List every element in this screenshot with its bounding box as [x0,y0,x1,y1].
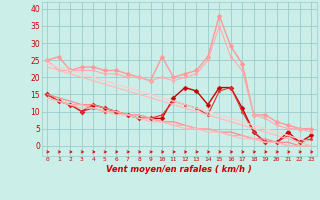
X-axis label: Vent moyen/en rafales ( km/h ): Vent moyen/en rafales ( km/h ) [106,165,252,174]
